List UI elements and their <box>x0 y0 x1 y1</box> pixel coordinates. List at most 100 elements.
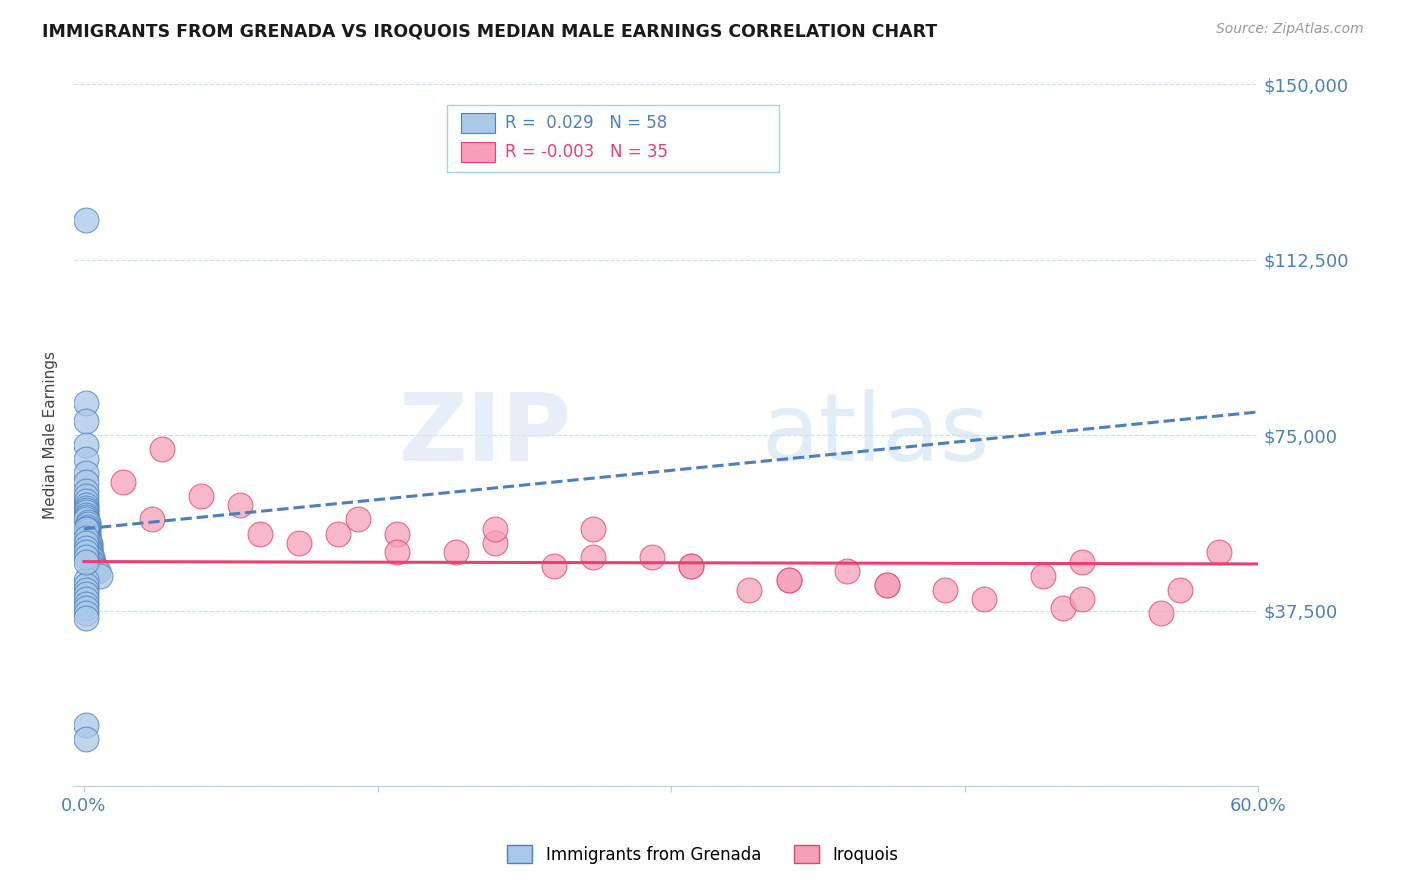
FancyBboxPatch shape <box>461 142 495 161</box>
Point <box>89 568 111 582</box>
Point <box>385 526 408 541</box>
Point <box>75 611 97 625</box>
Point <box>328 526 350 541</box>
Point <box>79 542 101 557</box>
Point <box>75 592 97 607</box>
Point <box>75 574 97 588</box>
Point <box>1052 601 1074 615</box>
Point <box>484 522 506 536</box>
Point <box>76 519 98 533</box>
Point <box>75 587 97 601</box>
Point <box>79 541 101 555</box>
Point <box>484 536 506 550</box>
Y-axis label: Median Male Earnings: Median Male Earnings <box>44 351 58 519</box>
Point <box>83 559 105 574</box>
Point <box>75 508 97 522</box>
Point <box>837 564 859 578</box>
Point <box>229 499 252 513</box>
Point <box>75 555 97 569</box>
FancyBboxPatch shape <box>447 105 779 172</box>
Point <box>83 557 105 571</box>
Point <box>75 493 97 508</box>
Point <box>582 522 605 536</box>
Point <box>679 559 702 574</box>
Point <box>80 555 103 569</box>
Point <box>79 545 101 559</box>
Text: R =  0.029   N = 58: R = 0.029 N = 58 <box>505 114 668 132</box>
Point <box>76 533 98 548</box>
Point <box>75 451 97 466</box>
Point <box>75 536 97 550</box>
Point <box>75 531 97 545</box>
Point <box>1071 592 1094 607</box>
Point <box>934 582 956 597</box>
Point <box>75 503 97 517</box>
Point <box>1071 555 1094 569</box>
Point <box>876 578 898 592</box>
Point <box>76 529 98 543</box>
Point <box>76 517 98 532</box>
Point <box>973 592 995 607</box>
Point <box>288 536 311 550</box>
Point <box>75 437 97 451</box>
Point <box>679 559 702 574</box>
Point <box>75 489 97 503</box>
Point <box>150 442 173 457</box>
Point <box>75 466 97 480</box>
Point <box>1208 545 1230 559</box>
Point <box>76 522 98 536</box>
Legend: Immigrants from Grenada, Iroquois: Immigrants from Grenada, Iroquois <box>501 838 905 871</box>
Point <box>75 499 97 513</box>
Point <box>75 395 97 409</box>
Point <box>141 512 163 526</box>
Point <box>738 582 761 597</box>
Point <box>75 582 97 597</box>
Point <box>1032 568 1054 582</box>
Point <box>75 510 97 524</box>
Point <box>444 545 467 559</box>
Text: Source: ZipAtlas.com: Source: ZipAtlas.com <box>1216 22 1364 37</box>
Text: R = -0.003   N = 35: R = -0.003 N = 35 <box>505 143 668 161</box>
Point <box>347 512 370 526</box>
FancyBboxPatch shape <box>461 113 495 133</box>
Point <box>75 718 97 732</box>
Point <box>75 414 97 428</box>
Point <box>876 578 898 592</box>
Point <box>582 549 605 564</box>
Point <box>778 574 800 588</box>
Point <box>80 552 103 566</box>
Point <box>75 506 97 520</box>
Point <box>1168 582 1191 597</box>
Point <box>84 561 107 575</box>
Point <box>76 531 98 545</box>
Point <box>75 606 97 620</box>
Point <box>76 524 98 539</box>
Point <box>190 489 212 503</box>
Point <box>385 545 408 559</box>
Text: IMMIGRANTS FROM GRENADA VS IROQUOIS MEDIAN MALE EARNINGS CORRELATION CHART: IMMIGRANTS FROM GRENADA VS IROQUOIS MEDI… <box>42 22 938 40</box>
Point <box>249 526 271 541</box>
Point <box>75 601 97 615</box>
Text: ZIP: ZIP <box>399 389 571 482</box>
Point <box>640 549 662 564</box>
Point <box>75 545 97 559</box>
Point <box>76 526 98 541</box>
Point <box>75 522 97 536</box>
Point <box>75 500 97 515</box>
Point <box>778 574 800 588</box>
Point <box>76 515 98 529</box>
Point <box>75 512 97 526</box>
Point <box>75 597 97 611</box>
Text: atlas: atlas <box>761 389 990 482</box>
Point <box>75 541 97 555</box>
Point <box>543 559 565 574</box>
Point <box>79 538 101 552</box>
Point <box>79 548 101 562</box>
Point <box>75 549 97 564</box>
Point <box>75 484 97 499</box>
Point <box>75 578 97 592</box>
Point <box>86 564 108 578</box>
Point <box>75 213 97 227</box>
Point <box>75 732 97 747</box>
Point <box>75 475 97 489</box>
